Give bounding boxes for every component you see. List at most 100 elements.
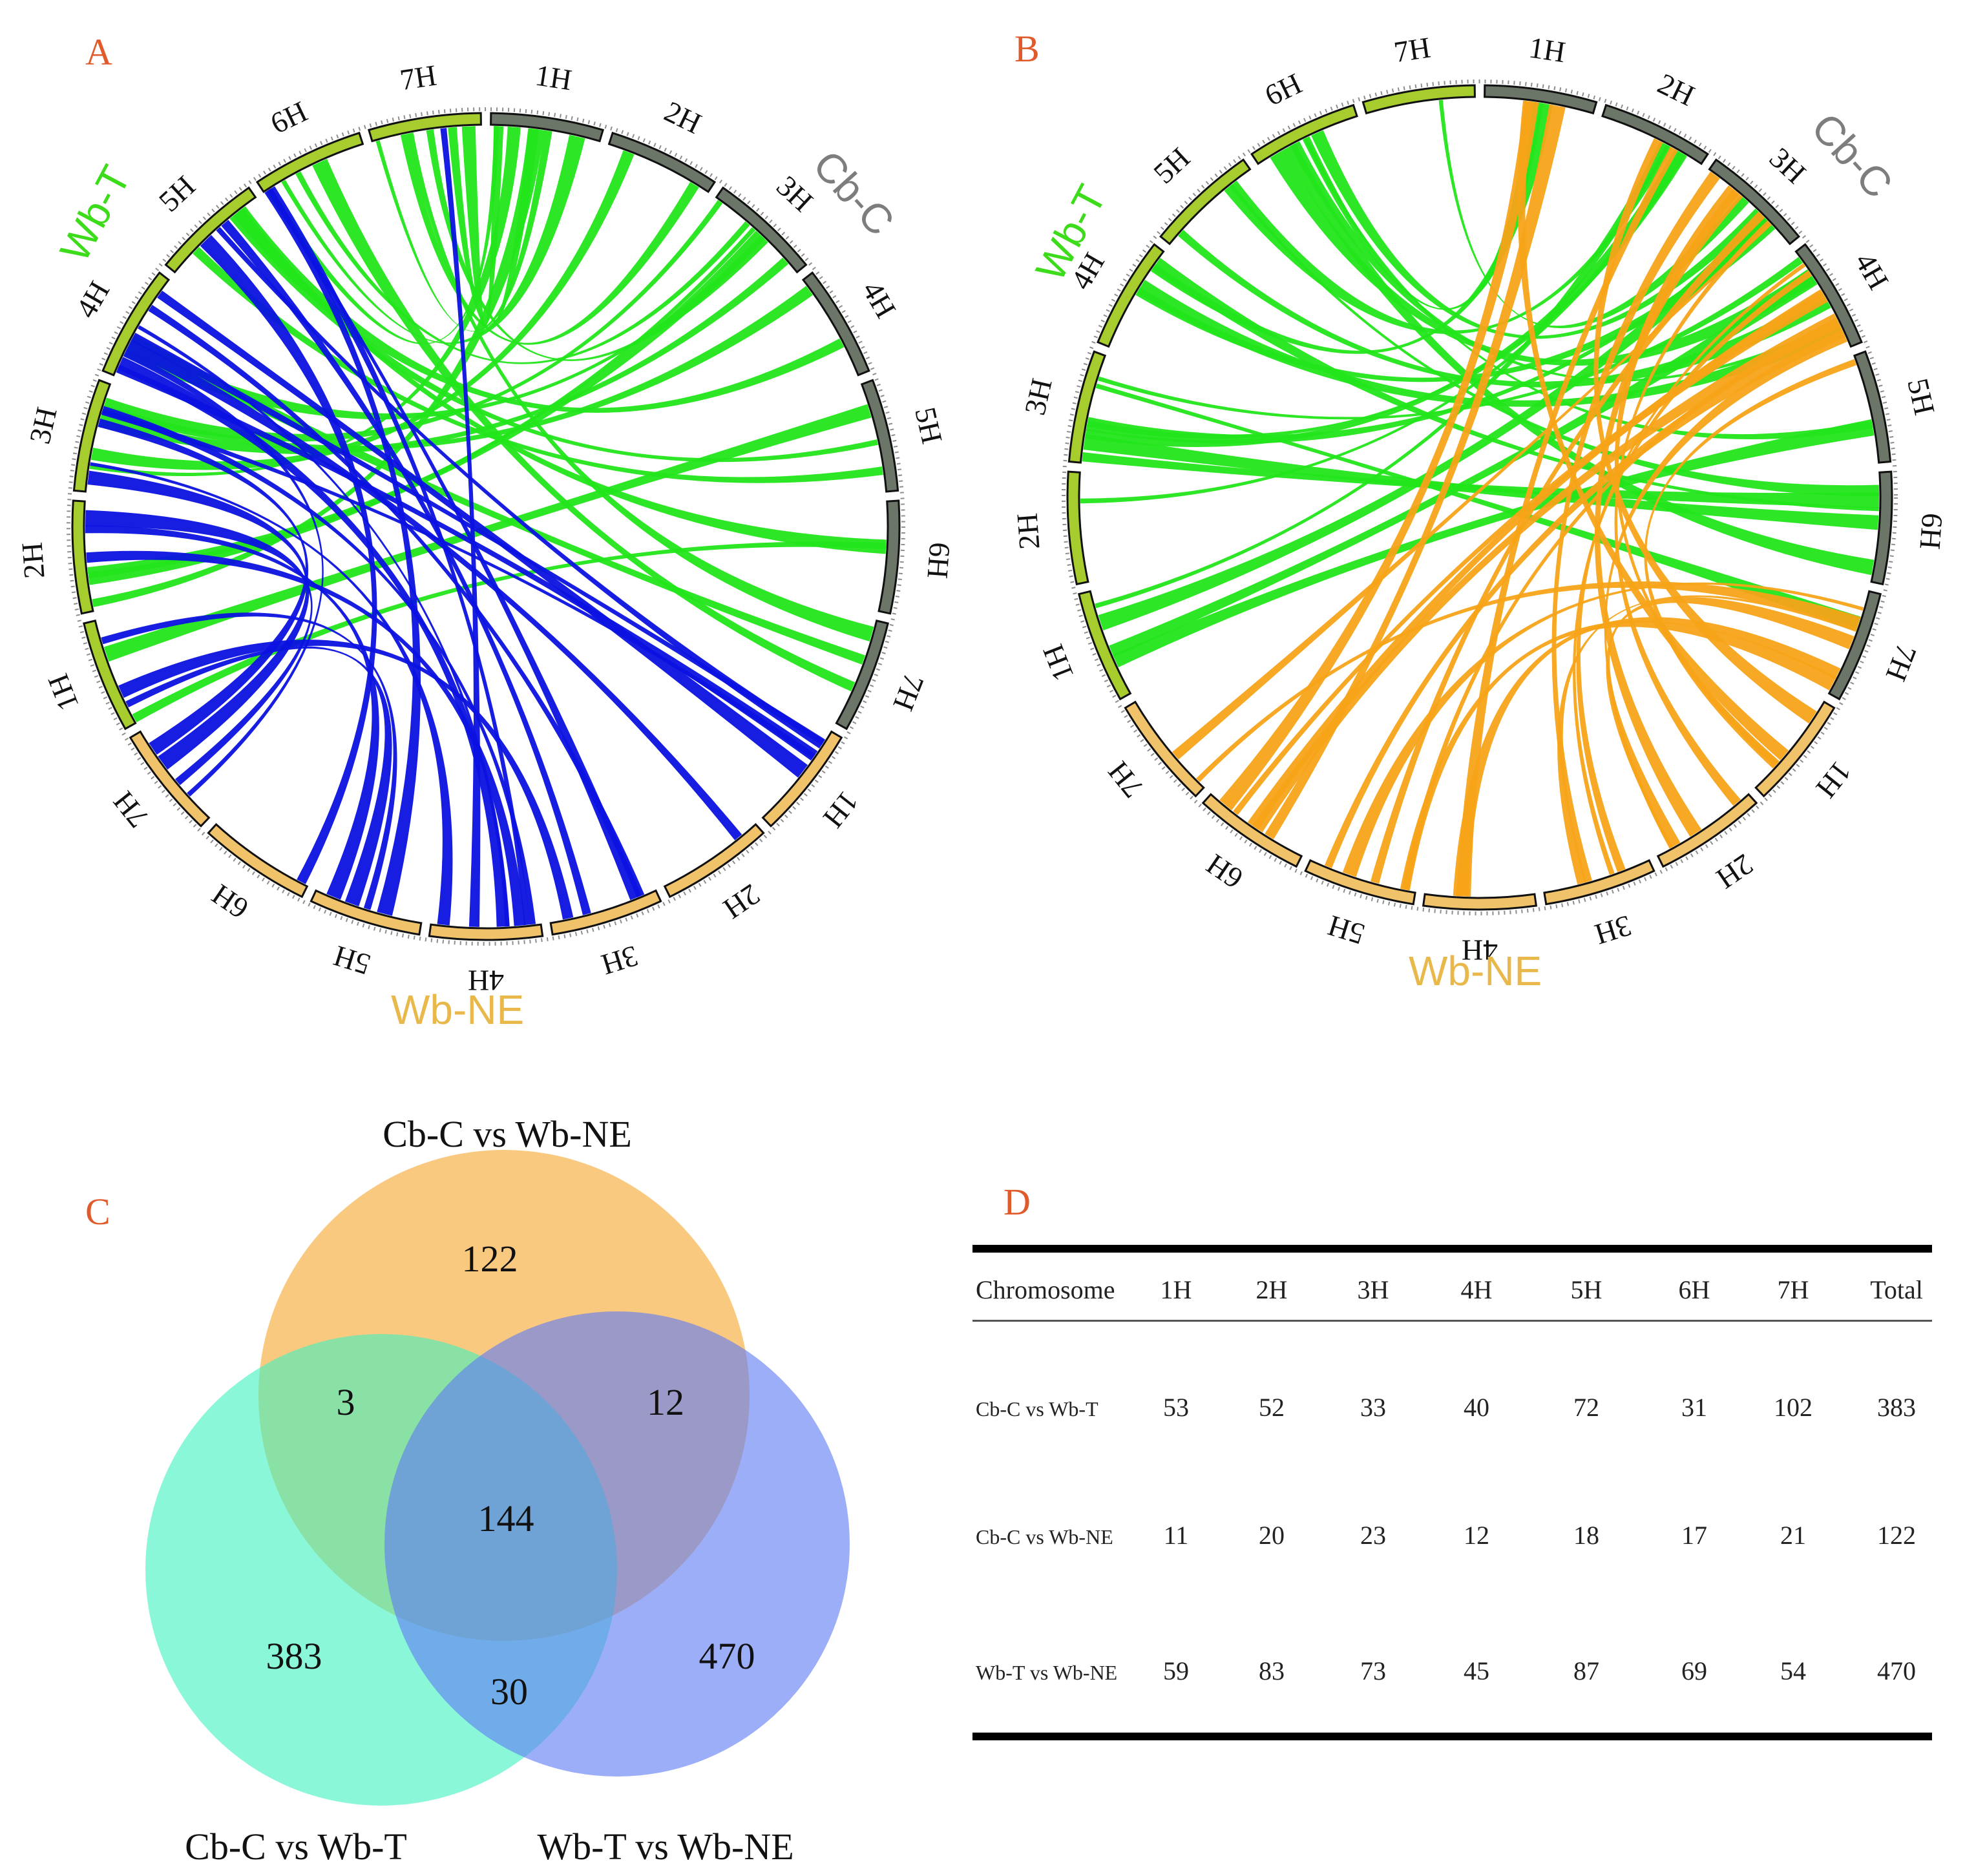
panel-a-ideogram	[67, 107, 905, 946]
panel-a-cb-c-chr-4h-label: 4H	[856, 275, 903, 323]
panel-b-link-cb-c-vs-wb-t-9	[1113, 419, 1875, 667]
table-row-label-cb-c-vs-wb-t: Cb-C vs Wb-T	[976, 1397, 1098, 1421]
panel-a-link-cb-c-vs-wb-t-3	[102, 200, 723, 442]
table-bottom-rule	[972, 1733, 1932, 1740]
panel-b-link-cb-c-vs-wb-ne-24	[1576, 263, 1806, 873]
table-cell-cb-c-vs-wb-t-6h: 31	[1681, 1393, 1707, 1422]
table-cell-cb-c-vs-wb-t-total: 383	[1877, 1393, 1916, 1422]
panel-b-wb-ne-chr-5h-segment	[1304, 859, 1416, 906]
panel-b-wb-t-chr-6h-label: 6H	[1259, 67, 1307, 112]
panel-a-link-wb-t-vs-wb-ne-17	[117, 357, 509, 927]
panel-a-wb-ne-chr-6h-label: 6H	[205, 878, 254, 926]
panel-b-link-cb-c-vs-wb-t-12	[1083, 433, 1879, 530]
panel-a-letter: A	[85, 31, 112, 73]
panel-a-wb-ne-chr-2h-label: 2H	[717, 878, 766, 926]
table-header-chromosome: Chromosome	[976, 1275, 1115, 1304]
panel-b-link-cb-c-vs-wb-ne-11	[1196, 581, 1861, 782]
panel-a-cb-c-chr-3h-segment	[715, 186, 808, 274]
panel-b-link-cb-c-vs-wb-t-6	[1290, 141, 1840, 382]
panel-b-cb-c-chr-4h-segment	[1794, 243, 1863, 348]
panel-a-tick-ring	[67, 107, 905, 946]
panel-a-wb-ne-chr-5h-label: 5H	[330, 939, 374, 981]
panel-b-wb-ne-chr-4h-label: 4H	[1462, 933, 1498, 966]
panel-b-link-cb-c-vs-wb-t-22	[1302, 101, 1544, 310]
panel-a-wb-ne-chr-4h-segment	[428, 923, 544, 941]
table-cell-cb-c-vs-wb-t-4h: 40	[1464, 1393, 1489, 1422]
table-cell-wb-t-vs-wb-ne-2h: 83	[1259, 1656, 1285, 1685]
venn-count-all-three: 144	[478, 1497, 534, 1539]
panel-b-cb-c-chr-6h-segment	[1870, 470, 1893, 586]
panel-a-wb-t-chr-7h-label: 7H	[398, 59, 439, 97]
panel-a-wb-t-chr-1h-label: 1H	[41, 669, 85, 715]
panel-b-link-cb-c-vs-wb-t-2	[1095, 383, 1861, 631]
panel-a-link-wb-t-vs-wb-ne-19	[98, 418, 309, 755]
panel-a-wb-ne-chr-5h-segment	[310, 889, 423, 936]
panel-b-letter: B	[1014, 28, 1040, 70]
panel-b-link-cb-c-vs-wb-t-15	[1229, 183, 1879, 497]
panel-a-link-cb-c-vs-wb-t-16	[132, 541, 887, 723]
panel-b-cb-c-chr-4h-label: 4H	[1849, 247, 1895, 295]
panel-b-link-cb-c-vs-wb-ne-2	[1172, 222, 1772, 760]
table-header-7h: 7H	[1778, 1275, 1809, 1304]
table-header-2h: 2H	[1256, 1275, 1288, 1304]
table-cell-wb-t-vs-wb-ne-7h: 54	[1780, 1656, 1806, 1685]
table-cell-cb-c-vs-wb-t-3h: 33	[1360, 1393, 1386, 1422]
panel-b-link-cb-c-vs-wb-ne-16	[1219, 100, 1539, 811]
panel-a-label-wbt: Wb-T	[51, 158, 140, 269]
panel-a-wb-ne-chr-7h-label: 7H	[107, 785, 155, 834]
panel-a-link-wb-t-vs-wb-ne-9	[101, 406, 536, 925]
panel-a-links	[85, 126, 887, 927]
table-cell-cb-c-vs-wb-ne-3h: 23	[1360, 1521, 1386, 1550]
table-cell-cb-c-vs-wb-ne-4h: 12	[1464, 1521, 1489, 1550]
panel-b-label-cbc: Cb-C	[1803, 104, 1902, 207]
panel-a-wb-t-chr-2h-segment	[71, 499, 94, 615]
panel-b-wb-t-chr-4h-segment	[1097, 243, 1165, 348]
panel-b-links	[1080, 99, 1879, 897]
table-cell-wb-t-vs-wb-ne-1h: 59	[1163, 1656, 1189, 1685]
panel-a-cb-c-chr-1h-segment	[490, 112, 605, 143]
panel-a-cb-c-chr-4h-segment	[801, 271, 870, 377]
table-header-1h: 1H	[1161, 1275, 1192, 1304]
panel-b-wb-t-chr-1h-segment	[1077, 590, 1132, 701]
panel-a-wb-ne-chr-2h-segment	[663, 822, 765, 899]
panel-b-wb-ne-chr-2h-label: 2H	[1710, 848, 1759, 895]
panel-b-wb-t-chr-5h-label: 5H	[1147, 141, 1196, 190]
table-cell-cb-c-vs-wb-ne-6h: 17	[1681, 1521, 1707, 1550]
table-cell-cb-c-vs-wb-t-1h: 53	[1163, 1393, 1189, 1422]
panel-a-wb-t-chr-4h-segment	[101, 271, 171, 377]
panel-b-cb-c-chr-5h-segment	[1853, 350, 1892, 464]
panel-a-wb-t-chr-5h-label: 5H	[152, 169, 202, 218]
panel-a-cb-c-chr-5h-label: 5H	[909, 404, 949, 446]
panel-d-letter: D	[1004, 1181, 1031, 1223]
panel-a-wb-t-chr-2h-label: 2H	[15, 541, 50, 580]
panel-a-cb-c-chr-2h-label: 2H	[660, 95, 707, 140]
venn-count-cbc-wbne-cbc-wbt: 3	[337, 1381, 355, 1423]
panel-c-letter: C	[85, 1191, 110, 1233]
panel-a-cb-c-chr-2h-segment	[607, 131, 717, 193]
panel-a-wb-t-chr-1h-segment	[83, 619, 137, 731]
panel-a-link-wb-t-vs-wb-ne-24	[157, 290, 808, 778]
table-cell-cb-c-vs-wb-ne-2h: 20	[1259, 1521, 1285, 1550]
panel-a-cb-c-chr-6h-label: 6H	[921, 541, 956, 580]
panel-b: B 1H2H3H4H5H6H7H1H2H3H4H5H6H7H1H2H3H4H5H…	[1010, 28, 1949, 994]
panel-a-cb-c-chr-5h-segment	[860, 379, 899, 493]
summary-table: Chromosome 1H 2H 3H 4H 5H 6H 7H Total Cb-C vs Wb-…	[976, 1275, 1923, 1685]
panel-b-cb-c-chr-3h-label: 3H	[1763, 141, 1813, 190]
panel-b-wb-ne-chr-1h-label: 1H	[1810, 755, 1858, 804]
panel-b-wb-t-chr-6h-segment	[1250, 103, 1358, 165]
panel-a-wb-t-chr-6h-segment	[255, 131, 364, 193]
venn-label-wbt-wbne: Wb-T vs Wb-NE	[537, 1826, 793, 1868]
panel-b-link-cb-c-vs-wb-t-23	[1084, 149, 1687, 447]
panel-a-wb-t-chr-4h-label: 4H	[69, 275, 116, 323]
panel-b-link-cb-c-vs-wb-ne-22	[1551, 171, 1720, 883]
panel-a-cb-c-chr-6h-segment	[877, 499, 901, 615]
panel-b-cb-c-chr-7h-segment	[1827, 590, 1882, 701]
panel-b-wb-ne-chr-7h-label: 7H	[1102, 755, 1150, 804]
panel-b-wb-ne-chr-4h-segment	[1422, 893, 1538, 911]
table-header-6h: 6H	[1679, 1275, 1710, 1304]
panel-a-wb-ne-chr-3h-label: 3H	[598, 939, 642, 981]
table-cell-cb-c-vs-wb-ne-5h: 18	[1573, 1521, 1599, 1550]
panel-b-wb-ne-chr-6h-segment	[1201, 793, 1303, 868]
table-cell-cb-c-vs-wb-ne-total: 122	[1877, 1521, 1916, 1550]
